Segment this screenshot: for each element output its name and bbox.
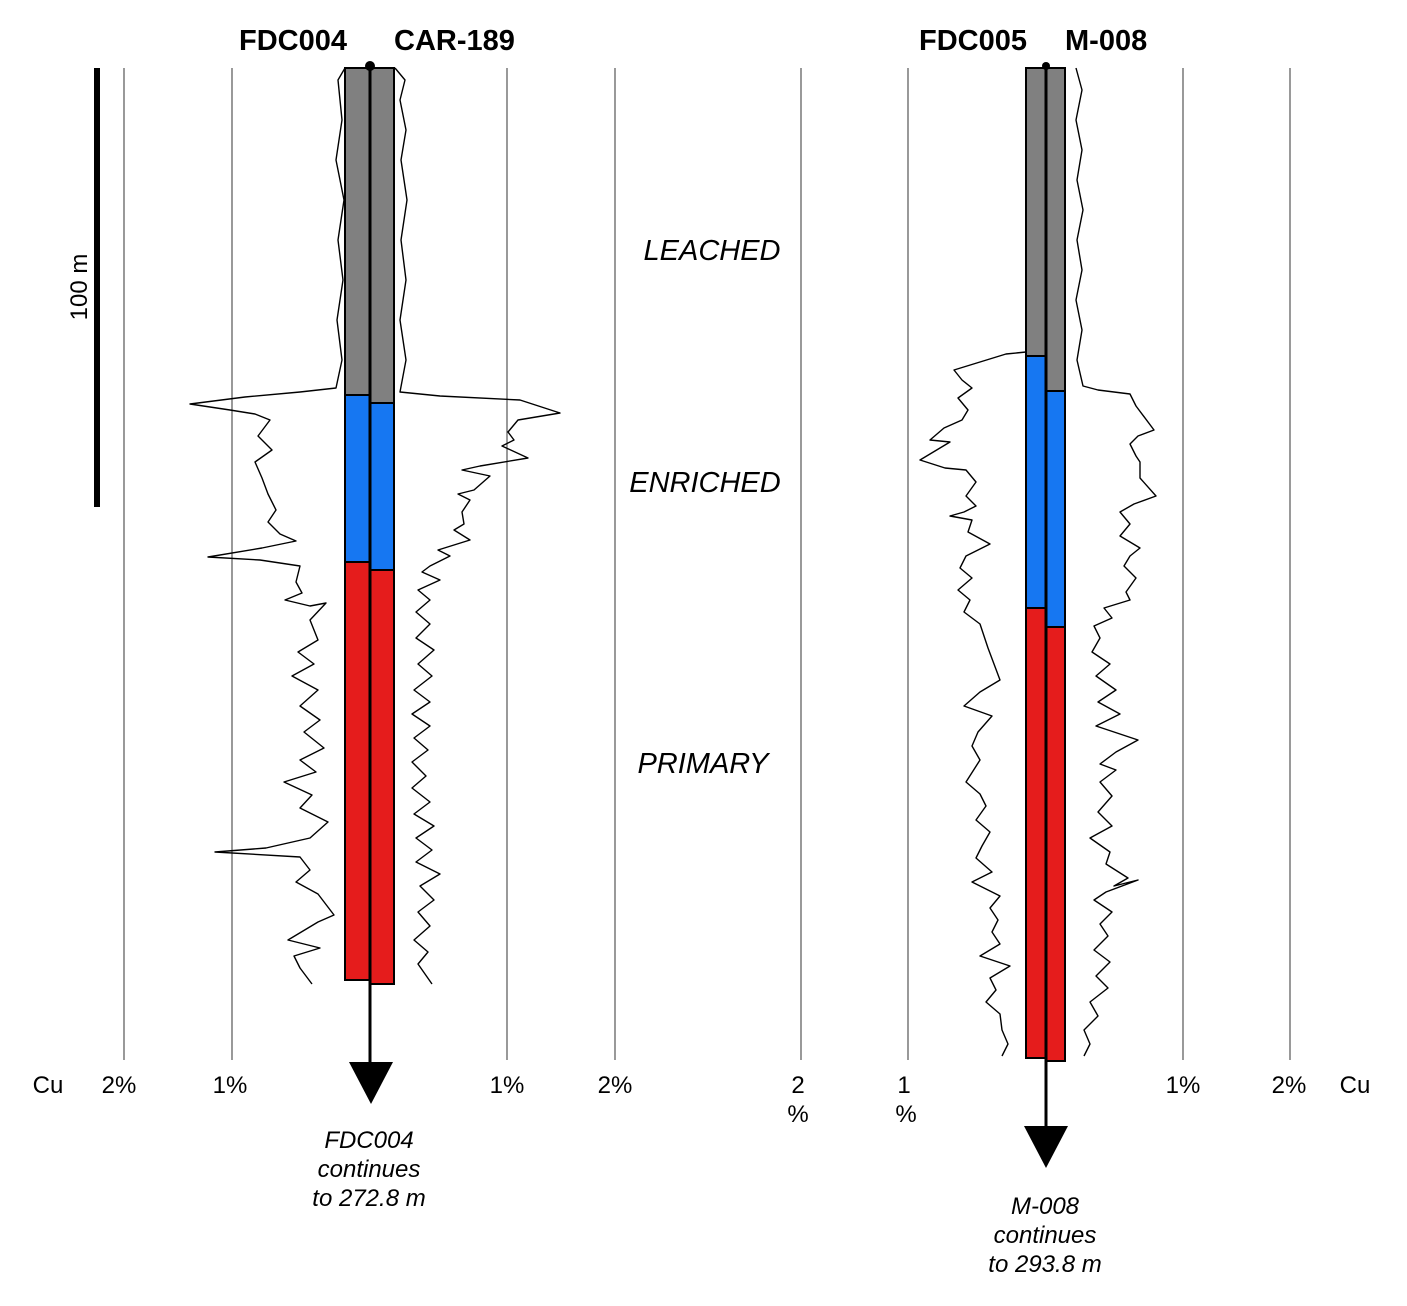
cu-profile-car189 — [394, 67, 561, 985]
fdc004-primary-interval — [344, 561, 371, 981]
axis-tick-right-1-unit: % — [895, 1101, 916, 1128]
cu-profile-m008 — [1075, 67, 1157, 1057]
m008-continues-arrow-icon — [1024, 1126, 1068, 1168]
axis-tick-right-1-num: 1 — [897, 1072, 910, 1099]
m008-enriched-interval — [1045, 390, 1066, 628]
note-m008-line3: to 293.8 m — [988, 1251, 1101, 1278]
note-m008-line2: continues — [994, 1222, 1097, 1249]
axis-tick-left-r2pct: 2% — [598, 1072, 633, 1099]
hole-title-car189: CAR-189 — [394, 25, 515, 57]
fdc004-collar-dot — [365, 61, 375, 71]
axis-cu-left: Cu — [33, 1072, 64, 1099]
axis-tick-left-r1pct: 1% — [490, 1072, 525, 1099]
axis-tick-left-2pct: 2% — [102, 1072, 137, 1099]
fdc004-leached-interval — [344, 67, 371, 396]
grid-lines — [123, 68, 1291, 1060]
note-fdc004-line1: FDC004 — [324, 1127, 413, 1154]
car189-leached-interval — [369, 67, 395, 404]
note-m008-line1: M-008 — [1011, 1193, 1080, 1220]
drillhole-pair-right — [1024, 62, 1068, 1168]
cu-profile-fdc004 — [189, 67, 346, 985]
axis-tick-right-r1pct: 1% — [1166, 1072, 1201, 1099]
m008-collar-dot — [1042, 62, 1050, 70]
hole-titles: FDC004 CAR-189 FDC005 M-008 — [239, 25, 1147, 57]
hole-title-fdc004: FDC004 — [239, 25, 347, 57]
fdc004-enriched-interval — [344, 394, 371, 563]
m008-primary-interval — [1045, 626, 1066, 1062]
zone-label-enriched: ENRICHED — [629, 467, 781, 499]
fdc004-continues-arrow-icon — [349, 1062, 393, 1104]
axis-tick-left-1pct: 1% — [213, 1072, 248, 1099]
note-fdc004: FDC004 continues to 272.8 m — [312, 1127, 425, 1212]
drillhole-pair-left — [344, 61, 395, 1104]
hole-title-fdc005: FDC005 — [919, 25, 1027, 57]
fdc005-enriched-interval — [1025, 355, 1047, 609]
axis-tick-right-2-num: 2 — [791, 1072, 804, 1099]
axis-tick-right-r2pct: 2% — [1272, 1072, 1307, 1099]
axis-tick-right-2-unit: % — [787, 1101, 808, 1128]
note-m008: M-008 continues to 293.8 m — [988, 1193, 1101, 1278]
cu-profile-fdc005 — [919, 351, 1027, 1057]
fdc005-primary-interval — [1025, 607, 1047, 1059]
note-fdc004-line2: continues — [318, 1156, 421, 1183]
zone-labels: LEACHED ENRICHED PRIMARY — [629, 235, 781, 780]
car189-enriched-interval — [369, 402, 395, 571]
fdc005-leached-interval — [1025, 67, 1047, 357]
scale-bar: 100 m — [66, 68, 100, 507]
car189-primary-interval — [369, 569, 395, 985]
cu-profiles-left — [189, 67, 561, 985]
axis-cu-right: Cu — [1340, 1072, 1371, 1099]
cu-profiles-right — [919, 67, 1157, 1057]
note-fdc004-line3: to 272.8 m — [312, 1185, 425, 1212]
cu-axis-labels: Cu 2% 1% 1% 2% 2 % 1 % 1% 2% Cu — [33, 1072, 1371, 1128]
zone-label-leached: LEACHED — [644, 235, 781, 267]
hole-title-m008: M-008 — [1065, 25, 1147, 57]
zone-label-primary: PRIMARY — [637, 748, 771, 780]
scale-bar-label: 100 m — [66, 254, 93, 321]
m008-leached-interval — [1045, 67, 1066, 392]
